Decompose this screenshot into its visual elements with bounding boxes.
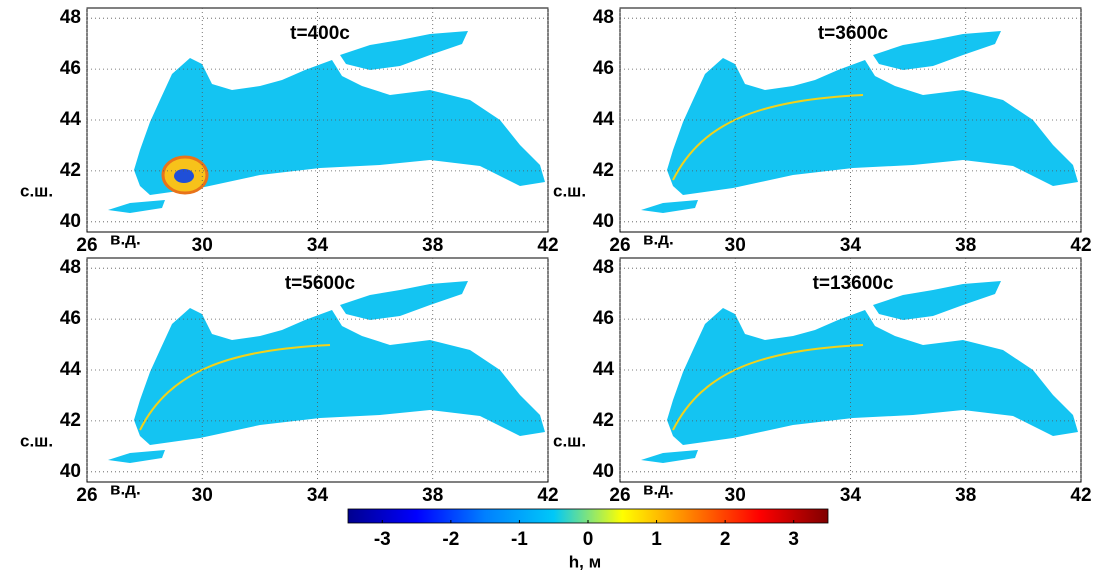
colorbar-tick-label: 1: [651, 529, 662, 550]
x-tick-label: 38: [955, 485, 976, 506]
y-tick-label: 48: [60, 7, 81, 28]
colorbar-tick-label: 3: [788, 529, 799, 550]
panel-title: t=5600с: [285, 273, 356, 294]
colorbar-tick-label: -3: [374, 529, 391, 550]
x-tick-label: 26: [609, 485, 630, 506]
x-tick-label: 30: [725, 485, 746, 506]
colorbar-tick-label: -1: [511, 529, 528, 550]
x-tick-label: 42: [537, 235, 558, 256]
y-tick-label: 48: [60, 257, 81, 278]
x-axis-label: в.д.: [110, 229, 141, 248]
x-tick-label: 26: [609, 235, 630, 256]
map-panel: 26 30 34 38 42 40 42 44 46 48 t=13600с в.д. с.ш.: [553, 257, 1092, 506]
y-tick-label: 44: [60, 359, 82, 380]
y-tick-label: 40: [593, 211, 614, 232]
x-tick-label: 30: [192, 235, 213, 256]
y-tick-label: 44: [593, 109, 615, 130]
y-axis-label: с.ш.: [553, 181, 586, 200]
y-tick-label: 42: [593, 160, 614, 181]
y-tick-label: 42: [593, 410, 614, 431]
map-panel: 26 30 34 38 42 40 42 44 46 48 t=3600с в.д. с.ш.: [553, 7, 1092, 256]
map-panel: 26 30 34 38 42 40 42 44 46 48 t=5600с в.д. с.ш.: [20, 257, 559, 506]
x-axis-label: в.д.: [643, 229, 674, 248]
colorbar-label: h, м: [569, 552, 601, 571]
y-tick-label: 42: [60, 410, 81, 431]
figure: h, м 26303438424042444648t=400св.д.с.ш.2…: [0, 0, 1105, 573]
x-tick-label: 42: [1070, 235, 1091, 256]
panel-title: t=13600с: [813, 273, 894, 294]
y-tick-label: 44: [60, 109, 82, 130]
y-tick-label: 40: [60, 461, 81, 482]
y-tick-label: 48: [593, 7, 614, 28]
x-tick-label: 38: [422, 485, 443, 506]
y-tick-label: 42: [60, 160, 81, 181]
colorbar-tick-label: 2: [720, 529, 731, 550]
x-tick-label: 34: [840, 485, 862, 506]
y-axis-label: с.ш.: [20, 431, 53, 450]
colorbar-tick-label: -2: [442, 529, 459, 550]
panel-title: t=400с: [290, 23, 350, 44]
x-tick-label: 26: [76, 485, 97, 506]
y-tick-label: 46: [60, 58, 81, 79]
x-axis-label: в.д.: [110, 479, 141, 498]
x-tick-label: 42: [537, 485, 558, 506]
y-tick-label: 44: [593, 359, 615, 380]
y-tick-label: 48: [593, 257, 614, 278]
y-tick-label: 46: [593, 308, 614, 329]
x-tick-label: 38: [955, 235, 976, 256]
y-tick-label: 46: [60, 308, 81, 329]
x-tick-label: 34: [307, 485, 329, 506]
x-tick-label: 42: [1070, 485, 1091, 506]
x-tick-label: 34: [307, 235, 329, 256]
y-tick-label: 46: [593, 58, 614, 79]
page: {"panels": [ {"title": "t=400с"}, {"titl…: [0, 0, 1105, 578]
x-tick-label: 26: [76, 235, 97, 256]
colorbar-tick-label: 0: [583, 529, 594, 550]
y-axis-label: с.ш.: [20, 181, 53, 200]
y-tick-label: 40: [60, 211, 81, 232]
x-axis-label: в.д.: [643, 479, 674, 498]
x-tick-label: 30: [192, 485, 213, 506]
y-tick-label: 40: [593, 461, 614, 482]
x-tick-label: 30: [725, 235, 746, 256]
x-tick-label: 38: [422, 235, 443, 256]
y-axis-label: с.ш.: [553, 431, 586, 450]
panel-title: t=3600с: [818, 23, 889, 44]
x-tick-label: 34: [840, 235, 862, 256]
map-panel: 26 30 34 38 42 40 42 44 46 48 t=400с в.д. с.ш.: [20, 7, 559, 256]
